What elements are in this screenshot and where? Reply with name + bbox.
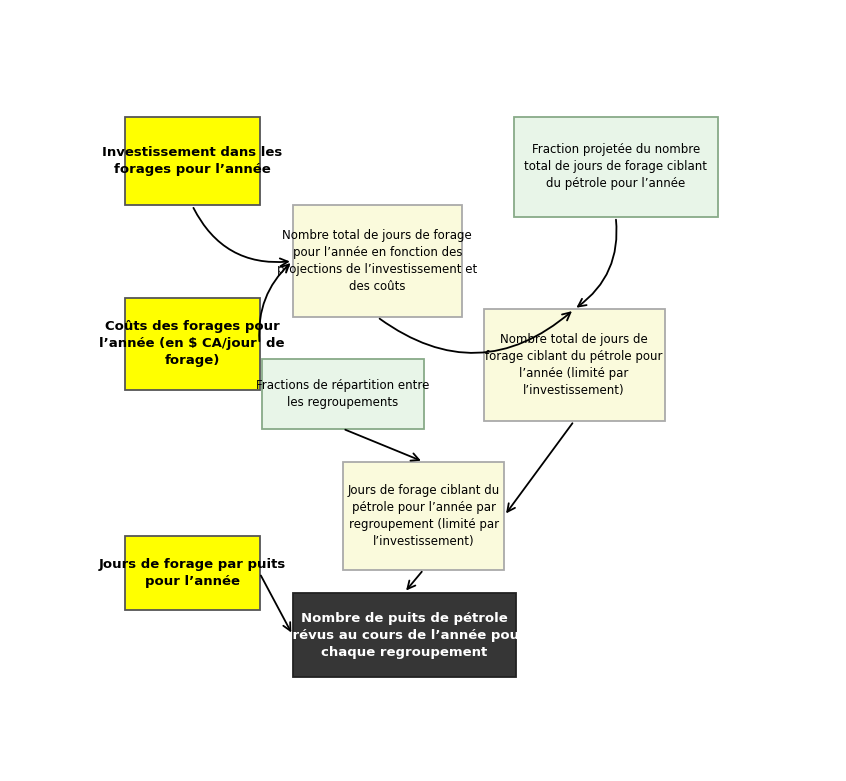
Text: Jours de forage par puits
pour l’année: Jours de forage par puits pour l’année [98,558,286,588]
FancyBboxPatch shape [514,117,717,217]
FancyBboxPatch shape [125,537,260,610]
FancyBboxPatch shape [343,462,504,569]
FancyBboxPatch shape [262,359,424,429]
FancyBboxPatch shape [293,593,516,677]
Text: Coûts des forages pour
l’année (en $ CA/jour  de
forage): Coûts des forages pour l’année (en $ CA/… [100,320,285,368]
Text: Fractions de répartition entre
les regroupements: Fractions de répartition entre les regro… [256,379,430,409]
FancyBboxPatch shape [293,205,462,317]
FancyBboxPatch shape [484,309,665,421]
Text: Nombre total de jours de
forage ciblant du pétrole pour
l’année (limité par
l’in: Nombre total de jours de forage ciblant … [486,333,663,398]
Text: Nombre de puits de pétrole
prévus au cours de l’année pour
chaque regroupement: Nombre de puits de pétrole prévus au cou… [283,612,525,658]
FancyBboxPatch shape [125,117,260,205]
Text: Nombre total de jours de forage
pour l’année en fonction des
projections de l’in: Nombre total de jours de forage pour l’a… [277,229,477,293]
Text: Fraction projetée du nombre
total de jours de forage ciblant
du pétrole pour l’a: Fraction projetée du nombre total de jou… [525,144,707,191]
Text: Jours de forage ciblant du
pétrole pour l’année par
regroupement (limité par
l’i: Jours de forage ciblant du pétrole pour … [348,483,500,547]
FancyBboxPatch shape [125,298,260,390]
Text: Investissement dans les
forages pour l’année: Investissement dans les forages pour l’a… [102,146,283,176]
